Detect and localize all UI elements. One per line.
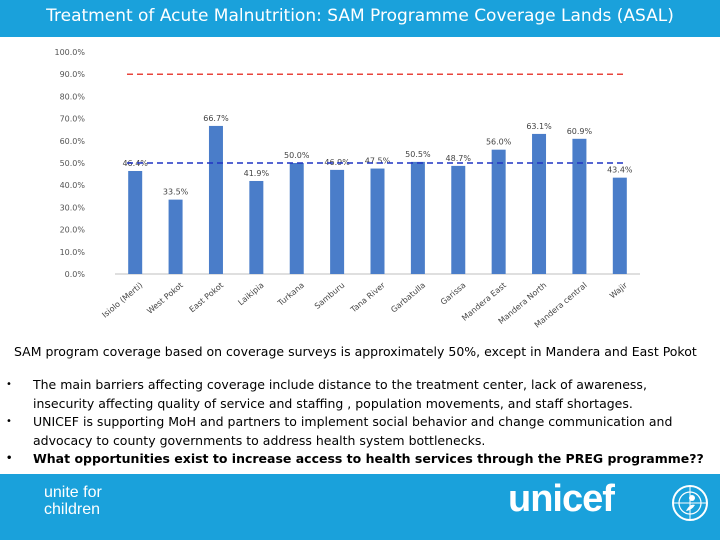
data-label: 63.1% (526, 122, 552, 131)
x-tick-label: Wajir (608, 280, 630, 300)
intro-text: SAM program coverage based on coverage s… (14, 344, 697, 359)
x-tick-label: Laikipia (236, 281, 265, 308)
bullet-icon: • (6, 416, 12, 427)
logo-wordmark: unicef (508, 478, 615, 520)
bullet-text: The main barriers affecting coverage inc… (33, 377, 647, 411)
x-tick-label: West Pokot (145, 281, 185, 316)
tagline: unite for children (44, 484, 102, 518)
data-label: 43.4% (607, 166, 633, 175)
data-label: 50.5% (405, 150, 431, 159)
x-tick-label: Garissa (439, 281, 468, 307)
y-tick-label: 30.0% (60, 203, 86, 212)
bullet-item-unicef-support: • UNICEF is supporting MoH and partners t… (0, 413, 712, 450)
data-label: 56.0% (486, 138, 512, 147)
y-tick-label: 100.0% (54, 48, 85, 57)
bar (572, 138, 587, 274)
bullet-item-barriers: • The main barriers affecting coverage in… (0, 376, 712, 413)
y-tick-label: 40.0% (60, 181, 86, 190)
data-label: 41.9% (244, 169, 270, 178)
bullet-list: • The main barriers affecting coverage in… (0, 376, 712, 469)
y-tick-label: 70.0% (60, 115, 86, 124)
bar (330, 169, 345, 274)
bar (370, 168, 385, 274)
page-title: Treatment of Acute Malnutrition: SAM Pro… (46, 6, 674, 26)
y-tick-label: 90.0% (60, 70, 86, 79)
y-tick-label: 20.0% (60, 226, 86, 235)
bar (128, 170, 143, 274)
y-tick-label: 60.0% (60, 137, 86, 146)
bar (208, 125, 223, 275)
bar (168, 199, 183, 274)
bar (289, 163, 304, 274)
title-bar (0, 0, 720, 37)
bar (249, 180, 264, 274)
y-tick-label: 80.0% (60, 92, 86, 101)
unicef-emblem-icon (672, 485, 708, 521)
bar (491, 149, 506, 274)
bar (612, 177, 627, 274)
x-tick-label: East Pokot (188, 281, 226, 315)
text-panel (0, 336, 720, 474)
data-label: 46.4% (122, 159, 148, 168)
data-label: 47.5% (365, 157, 391, 166)
tagline-line-1: unite for (44, 484, 102, 501)
tagline-line-2: children (44, 501, 101, 518)
y-tick-label: 10.0% (60, 248, 86, 257)
bullet-text: UNICEF is supporting MoH and partners to… (33, 414, 673, 448)
x-tick-label: Tana River (348, 280, 387, 315)
bullet-text: What opportunities exist to increase acc… (33, 451, 704, 466)
x-tick-label: Garbatulla (389, 281, 427, 315)
x-tick-label: Isiolo (Merti) (100, 281, 144, 320)
data-label: 33.5% (163, 188, 189, 197)
y-tick-label: 0.0% (65, 270, 86, 279)
x-tick-label: Samburu (313, 281, 347, 311)
x-tick-label: Turkana (275, 281, 306, 309)
footer-bar (0, 474, 720, 540)
data-label: 50.0% (284, 151, 310, 160)
coverage-bar-chart: 0.0% 10.0% 20.0% 30.0% 40.0% 50.0% 60.0% 70.0% 8… (54, 48, 640, 330)
bar (410, 161, 425, 274)
data-label: 66.7% (203, 114, 229, 123)
bullet-icon: • (6, 379, 12, 390)
bullet-icon: • (6, 453, 13, 464)
y-tick-label: 50.0% (60, 159, 86, 168)
bar (532, 133, 547, 274)
data-label: 48.7% (446, 154, 472, 163)
bullet-item-question: • What opportunities exist to increase ac… (0, 450, 712, 469)
data-label: 60.9% (567, 127, 593, 136)
bar (451, 165, 466, 274)
